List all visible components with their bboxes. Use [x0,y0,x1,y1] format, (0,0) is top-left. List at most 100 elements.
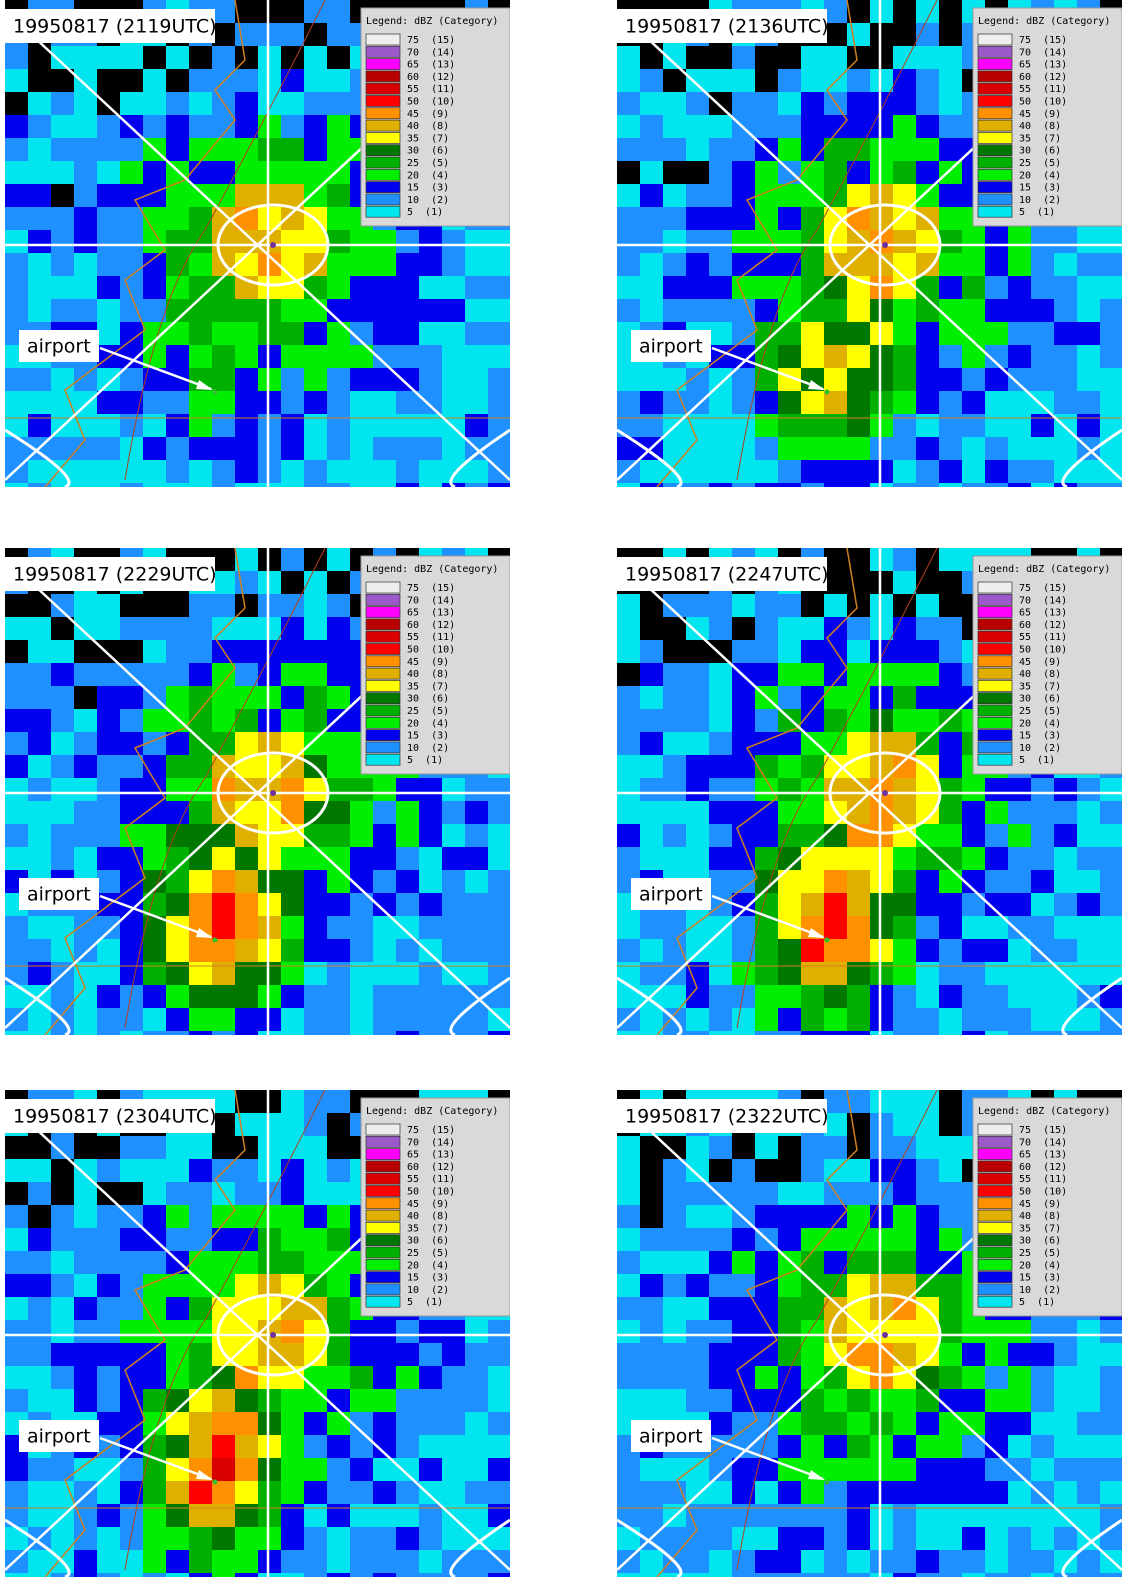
radar-cell [51,115,74,138]
radar-cell [5,1504,28,1527]
radar-cell [893,985,916,1008]
radar-cell [870,253,893,276]
radar-cell [1100,1031,1122,1035]
radar-cell [640,755,663,778]
radar-cell [732,138,755,161]
radar-cell [258,1228,281,1251]
radar-cell [235,801,258,824]
radar-cell [870,594,893,617]
radar-cell [617,1481,640,1504]
legend-swatch [365,741,401,754]
radar-cell [824,368,847,391]
radar-cell [258,893,281,916]
radar-cell [258,617,281,640]
radar-cell [143,1343,166,1366]
radar-cell [801,801,824,824]
radar-cell [824,161,847,184]
radar-cell [327,1031,350,1035]
radar-cell [235,184,258,207]
radar-cell [663,1366,686,1389]
radar-cell [916,253,939,276]
radar-cell [962,1504,985,1527]
radar-cell [640,1251,663,1274]
radar-cell [939,1205,962,1228]
legend-label: 55 (11) [1019,84,1067,95]
radar-cell [847,1481,870,1504]
radar-cell [640,161,663,184]
radar-cell [120,686,143,709]
radar-cell [870,1031,893,1035]
radar-cell [419,276,442,299]
radar-cell [755,1343,778,1366]
radar-cell [51,1527,74,1550]
radar-cell [824,1527,847,1550]
legend-swatch [977,107,1013,120]
radar-cell [663,46,686,69]
radar-cell [28,1008,51,1031]
radar-cell [143,1251,166,1274]
radar-cell [1031,1481,1054,1504]
radar-cell [617,686,640,709]
radar-cell [212,1389,235,1412]
radar-cell [801,617,824,640]
radar-cell [709,414,732,437]
radar-cell [801,391,824,414]
legend-swatch [365,107,401,120]
radar-cell [1054,1389,1077,1412]
radar-cell [686,207,709,230]
radar-cell [304,893,327,916]
radar-cell [870,161,893,184]
radar-cell [663,230,686,253]
radar-cell [1054,1527,1077,1550]
radar-cell [916,1435,939,1458]
radar-cell [465,1435,488,1458]
radar-cell [1100,893,1122,916]
radar-cell [916,686,939,709]
radar-cell [663,1573,686,1577]
radar-cell [686,1274,709,1297]
radar-cell [166,663,189,686]
radar-cell [732,483,755,487]
radar-cell [962,437,985,460]
radar-cell [709,184,732,207]
radar-cell [617,207,640,230]
radar-cell [939,230,962,253]
radar-cell [985,778,1008,801]
radar-cell [1054,460,1077,483]
radar-cell [5,824,28,847]
radar-cell [801,138,824,161]
radar-cell [617,1504,640,1527]
radar-cell [663,663,686,686]
radar-cell [51,1205,74,1228]
radar-cell [778,1182,801,1205]
range-ring [617,1518,1122,1577]
radar-cell [97,962,120,985]
radar-cell [235,1274,258,1297]
legend-label: 50 (10) [1019,645,1067,656]
radar-cell [51,46,74,69]
radar-cell [212,23,235,46]
radar-cell [778,1389,801,1412]
radar-cell [143,617,166,640]
radar-cell [870,1458,893,1481]
radar-cell [304,184,327,207]
radar-cell [97,1205,120,1228]
legend-label: 25 (5) [407,1248,449,1259]
radar-cell [778,391,801,414]
radar-cell [916,916,939,939]
radar-cell [801,92,824,115]
radar-cell [893,1389,916,1412]
radar-cell [5,138,28,161]
radar-cell [985,1504,1008,1527]
radar-cell [870,1527,893,1550]
radar-cell [189,1008,212,1031]
radar-cell [755,663,778,686]
radar-cell [465,1458,488,1481]
radar-cell [985,460,1008,483]
radar-cell [824,1090,847,1113]
radar-cell [709,709,732,732]
arrowhead [196,928,213,938]
radar-cell [350,1366,373,1389]
legend-label: 50 (10) [407,645,455,656]
radar-cell [824,1251,847,1274]
